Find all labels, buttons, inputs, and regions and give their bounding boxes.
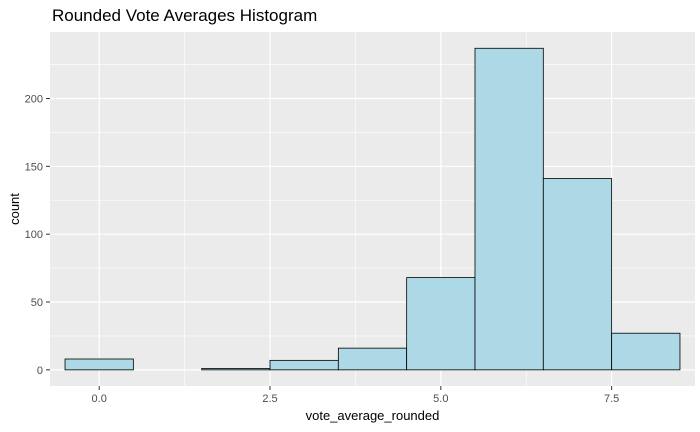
x-axis-title: vote_average_rounded (306, 408, 440, 423)
chart-title: Rounded Vote Averages Histogram (52, 6, 318, 25)
bar-8 (611, 332, 681, 371)
bar-6 (474, 47, 544, 371)
y-axis-title: count (7, 193, 22, 225)
bar-4 (337, 347, 408, 371)
y-tick-label: 100 (25, 229, 43, 241)
bar-7 (542, 178, 613, 371)
x-axis-ticks: 0.0 2.5 5.0 7.5 (92, 386, 619, 405)
bar-3 (269, 359, 339, 371)
y-tick-label: 200 (25, 93, 43, 105)
bars-group (64, 47, 681, 371)
x-tick-label: 5.0 (433, 393, 448, 405)
x-tick-label: 0.0 (92, 393, 107, 405)
y-tick-label: 50 (31, 297, 43, 309)
y-axis-ticks: 0 50 100 150 200 (25, 93, 50, 377)
bar-2 (201, 368, 271, 371)
x-tick-label: 7.5 (604, 393, 619, 405)
y-tick-label: 0 (37, 365, 43, 377)
x-tick-label: 2.5 (262, 393, 277, 405)
bar-0 (64, 358, 134, 371)
y-tick-label: 150 (25, 161, 43, 173)
bar-5 (406, 277, 476, 371)
